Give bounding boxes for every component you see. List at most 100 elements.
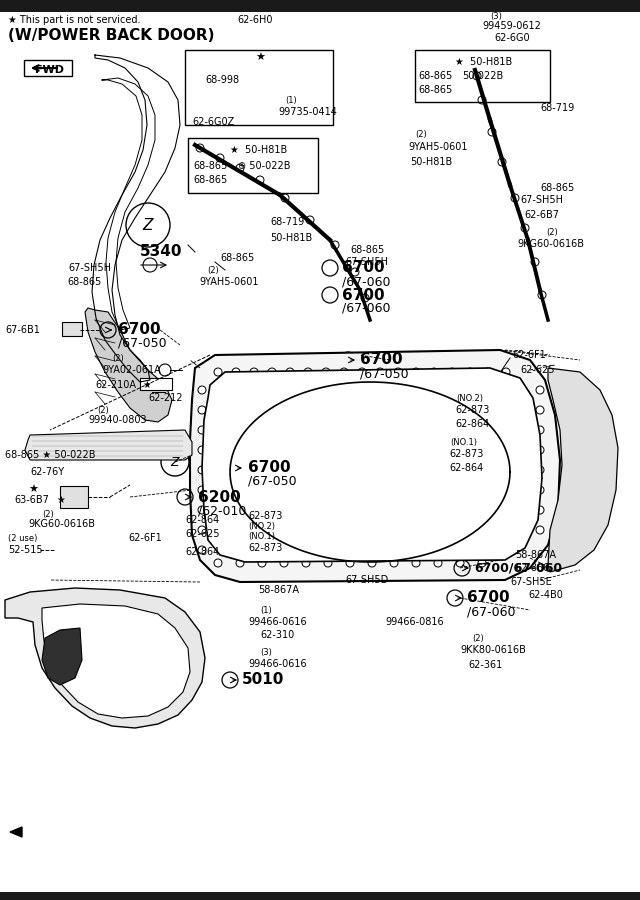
Text: 50-H81B: 50-H81B [410,157,452,167]
Text: 6700: 6700 [342,260,385,275]
Text: 62-864: 62-864 [455,419,489,429]
Text: 62-6F1: 62-6F1 [512,350,546,360]
Text: (2): (2) [415,130,427,140]
Circle shape [198,526,206,534]
Text: 62-6B7: 62-6B7 [524,210,559,220]
Text: 62-625: 62-625 [520,365,554,375]
Circle shape [232,368,240,376]
Circle shape [412,559,420,567]
Text: 67-SH5E: 67-SH5E [510,577,552,587]
Circle shape [198,546,206,554]
Text: (1): (1) [260,606,272,615]
Polygon shape [202,368,542,562]
Circle shape [214,559,222,567]
Polygon shape [190,350,560,582]
Polygon shape [5,588,205,728]
Text: 99466-0616: 99466-0616 [248,617,307,627]
Circle shape [430,368,438,376]
Text: /67-050: /67-050 [360,367,408,381]
Text: 62-310: 62-310 [260,630,294,640]
FancyBboxPatch shape [60,486,88,508]
Text: 9KG60-0616B: 9KG60-0616B [28,519,95,529]
Text: 67-SH5H: 67-SH5H [68,263,111,273]
Text: 67-SH5D: 67-SH5D [345,575,388,585]
FancyBboxPatch shape [24,60,72,76]
Text: 68-865: 68-865 [193,161,227,171]
Text: FWD: FWD [35,65,64,75]
Text: (2): (2) [546,228,557,237]
Circle shape [536,506,544,514]
Circle shape [346,559,354,567]
Circle shape [258,559,266,567]
FancyBboxPatch shape [0,0,640,12]
Text: ★  50-H81B: ★ 50-H81B [455,57,512,67]
Circle shape [198,406,206,414]
Text: 68-865: 68-865 [67,277,101,287]
Text: Z: Z [171,455,179,469]
Text: 99940-0803: 99940-0803 [88,415,147,425]
Text: 9YAH5-0601: 9YAH5-0601 [408,142,467,152]
Circle shape [324,559,332,567]
Text: 58-867A: 58-867A [515,550,556,560]
Text: ★: ★ [255,53,265,63]
Text: 68-865: 68-865 [220,253,254,263]
Text: 9YA02-061A: 9YA02-061A [102,365,161,375]
Text: /67-060: /67-060 [467,606,515,618]
FancyBboxPatch shape [62,322,82,336]
Text: 5010: 5010 [242,672,284,688]
Text: (W/POWER BACK DOOR): (W/POWER BACK DOOR) [8,29,214,43]
Text: 5340: 5340 [140,245,182,259]
Circle shape [198,486,206,494]
Text: 62-873: 62-873 [455,405,490,415]
Polygon shape [25,430,192,460]
Text: 62-361: 62-361 [468,660,502,670]
Circle shape [456,559,464,567]
Circle shape [376,368,384,376]
Circle shape [322,368,330,376]
Text: 99466-0816: 99466-0816 [385,617,444,627]
Text: 6700: 6700 [342,287,385,302]
Circle shape [536,386,544,394]
Text: 62-4B0: 62-4B0 [528,590,563,600]
Text: 6700: 6700 [248,461,291,475]
Text: 62-212: 62-212 [148,393,182,403]
Text: (NO.1): (NO.1) [450,437,477,446]
Polygon shape [85,308,172,422]
Circle shape [434,559,442,567]
Text: (3): (3) [490,12,502,21]
Text: 6700: 6700 [467,590,509,606]
Text: 63-6B7: 63-6B7 [14,495,49,505]
Text: 62-873: 62-873 [248,511,282,521]
Circle shape [214,368,222,376]
Text: 68-865: 68-865 [418,71,452,81]
Circle shape [304,368,312,376]
Polygon shape [10,827,22,837]
Text: 62-864: 62-864 [449,463,483,473]
Text: 62-6H0: 62-6H0 [237,15,273,25]
Text: 6700: 6700 [360,353,403,367]
Circle shape [478,559,486,567]
Text: 62-873: 62-873 [449,449,483,459]
Text: (2): (2) [472,634,484,643]
Text: 62-76Y: 62-76Y [30,467,64,477]
Text: (2 use): (2 use) [8,534,37,543]
Text: 6700/67-060: 6700/67-060 [474,562,562,574]
FancyBboxPatch shape [415,50,550,102]
Text: ★: ★ [28,485,38,495]
Circle shape [340,368,348,376]
Text: 6700: 6700 [118,322,161,338]
Circle shape [466,368,474,376]
Text: /67-050: /67-050 [248,474,296,488]
Circle shape [536,486,544,494]
Text: 99735-0414: 99735-0414 [278,107,337,117]
Circle shape [268,368,276,376]
Text: (3): (3) [260,647,272,656]
Text: (NO.2): (NO.2) [248,523,275,532]
Text: 68-865: 68-865 [418,85,452,95]
Text: /67-060: /67-060 [342,275,390,289]
Circle shape [286,368,294,376]
Circle shape [536,426,544,434]
Text: /67-060: /67-060 [342,302,390,314]
Circle shape [250,368,258,376]
Text: 62-210A: 62-210A [95,380,136,390]
